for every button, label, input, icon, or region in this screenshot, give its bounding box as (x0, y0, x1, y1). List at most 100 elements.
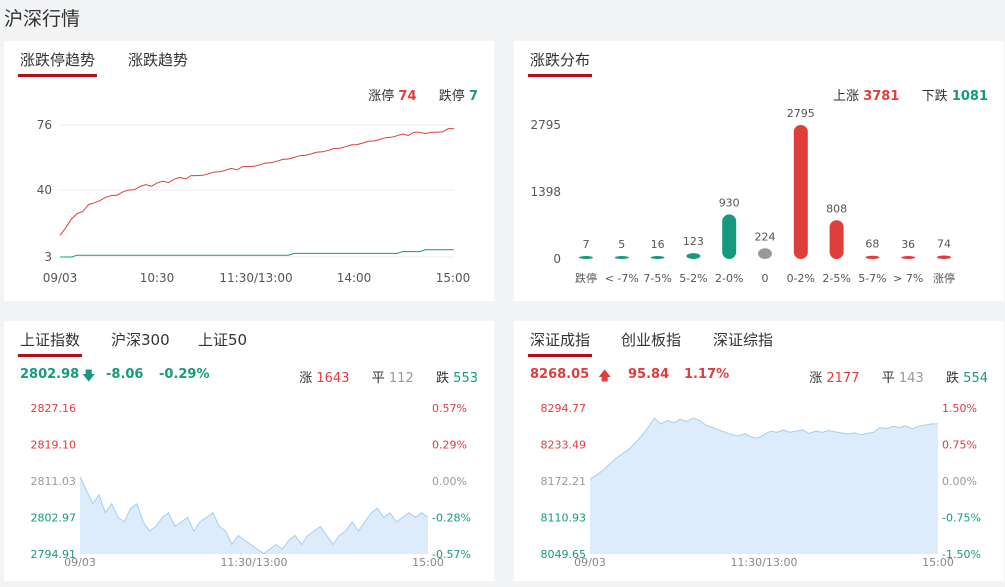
y-tick-label-left: 2802.97 (31, 512, 77, 525)
y-tick-label-right: -0.28% (432, 512, 471, 525)
bar-value-label: 808 (826, 202, 847, 215)
sh-fall-count: 553 (453, 371, 478, 386)
bar-value-label: 36 (901, 238, 915, 251)
bar (686, 253, 701, 259)
category-label: 0-2% (787, 272, 815, 285)
y-tick-label-right: 1.50% (942, 402, 977, 415)
x-tick-label: 09/03 (574, 556, 606, 569)
sz-rise-count: 2177 (826, 371, 860, 386)
bar (829, 220, 844, 259)
sh-quote-row: 2802.98 🡇 -8.06 -0.29% 涨 1643 平 112 跌 55… (20, 367, 478, 386)
sz-index-chart: 8294.77 8233.49 8172.21 8110.93 8049.65 1.50%… (541, 402, 981, 569)
tab-sz-component[interactable]: 深证成指 (527, 331, 593, 357)
y-tick-label-left: 8172.21 (541, 475, 587, 488)
bar (614, 256, 629, 259)
dist-summary: 上涨 3781 下跌 1081 (833, 85, 988, 104)
category-label: 0 (762, 272, 769, 285)
x-tick-label: 09/03 (64, 556, 96, 569)
tab-updown-trend[interactable]: 涨跌趋势 (128, 51, 189, 69)
x-tick-label: 11:30/13:00 (219, 271, 292, 285)
x-tick-label: 09/03 (43, 271, 78, 285)
category-label: > 7% (893, 272, 923, 285)
y-tick-label-left: 2827.16 (31, 402, 77, 415)
limit-up-label: 涨停 (368, 89, 395, 104)
y-tick-label: 0 (553, 252, 561, 266)
y-tick-label-left: 8110.93 (541, 512, 587, 525)
sz-change: 95.84 (628, 367, 670, 382)
distribution-card: 涨跌分布 上涨 3781 下跌 1081 0 1398 2795 7 跌停 5 < -7% 1… (514, 41, 1004, 301)
y-tick-label: 76 (37, 118, 52, 132)
x-tick-label: 14:00 (337, 271, 372, 285)
bar-value-label: 7 (583, 238, 590, 251)
sh-rise-count: 1643 (316, 371, 350, 386)
tab-chinext[interactable]: 创业板指 (621, 331, 682, 349)
sz-flat-label: 平 (881, 371, 895, 386)
tab-sh-composite[interactable]: 上证指数 (17, 331, 83, 357)
sh-change: -8.06 (106, 367, 144, 382)
arrow-down-icon: 🡇 (82, 369, 96, 384)
sz-quote-row: 8268.05 🡅 95.84 1.17% 涨 2177 平 143 跌 554 (530, 367, 988, 386)
tab-sh50[interactable]: 上证50 (198, 331, 248, 349)
y-tick-label-right: 0.75% (942, 439, 977, 452)
x-tick-label: 15:00 (436, 271, 471, 285)
category-label: 涨停 (933, 271, 955, 285)
y-tick-label: 1398 (530, 185, 561, 199)
category-label: 5-7% (858, 272, 886, 285)
category-label: < -7% (605, 272, 639, 285)
sh-index-card: 上证指数 沪深300 上证50 2802.98 🡇 -8.06 -0.29% 涨… (4, 321, 494, 581)
category-label: 跌停 (575, 271, 597, 285)
y-tick-label: 2795 (530, 118, 561, 132)
index-line (589, 417, 938, 480)
sh-flat-count: 112 (388, 371, 414, 386)
distribution-chart: 0 1398 2795 7 跌停 5 < -7% 16 7-5% 123 5-2% 930 2-0% 22… (530, 107, 955, 285)
limit-trend-card: 涨跌停趋势 涨跌趋势 涨停 74 跌停 7 3 40 76 09/03 10:30 11:… (4, 41, 494, 301)
bar (758, 248, 772, 259)
bar-value-label: 2795 (787, 107, 815, 120)
y-tick-label-right: 0.29% (432, 439, 467, 452)
sz-price: 8268.05 (530, 367, 590, 382)
y-tick-label: 3 (44, 250, 52, 264)
y-tick-label-left: 2794.91 (31, 548, 77, 561)
series-line-limit-down (60, 249, 454, 258)
sz-fall-label: 跌 (946, 371, 960, 386)
index-line (79, 476, 429, 555)
tab-limit-trend[interactable]: 涨跌停趋势 (17, 51, 98, 77)
y-tick-label-left: 2811.03 (31, 475, 77, 488)
bar-value-label: 68 (865, 238, 879, 251)
limit-summary: 涨停 74 跌停 7 (368, 85, 478, 104)
tab-hs300[interactable]: 沪深300 (111, 331, 170, 349)
bar (579, 256, 593, 259)
sz-breadth: 涨 2177 平 143 跌 554 (809, 367, 988, 386)
sh-price: 2802.98 (20, 367, 80, 382)
series-line-limit-up (59, 128, 454, 236)
category-label: 2-0% (715, 272, 743, 285)
limit-down-label: 跌停 (438, 89, 465, 104)
y-tick-label-right: 0.57% (432, 402, 467, 415)
up-value: 3781 (863, 89, 900, 104)
bar-value-label: 5 (618, 238, 625, 251)
y-tick-label-right: -1.50% (942, 548, 981, 561)
x-tick-label: 11:30/13:00 (730, 556, 797, 569)
bar (650, 256, 665, 259)
tab-distribution[interactable]: 涨跌分布 (527, 51, 593, 77)
limit-up-value: 74 (398, 89, 417, 104)
x-tick-label: 11:30/13:00 (220, 556, 287, 569)
sh-rise-label: 涨 (299, 371, 313, 386)
up-label: 上涨 (833, 89, 860, 104)
sh-change-pct: -0.29% (159, 367, 210, 382)
bar (937, 255, 951, 259)
y-tick-label-right: 0.00% (942, 475, 977, 488)
down-value: 1081 (951, 89, 988, 104)
y-tick-label-left: 8233.49 (541, 439, 587, 452)
index-area (80, 476, 428, 554)
y-tick-label-left: 8049.65 (541, 548, 587, 561)
bar (722, 214, 737, 259)
page-title: 沪深行情 (4, 8, 81, 30)
sh-flat-label: 平 (371, 371, 385, 386)
sz-rise-label: 涨 (809, 371, 823, 386)
tab-sz-composite[interactable]: 深证综指 (713, 331, 774, 349)
down-label: 下跌 (921, 89, 948, 104)
bar (793, 125, 808, 259)
index-area (590, 418, 938, 554)
sh-index-chart: 2827.16 2819.10 2811.03 2802.97 2794.91 0.57%… (31, 402, 471, 569)
